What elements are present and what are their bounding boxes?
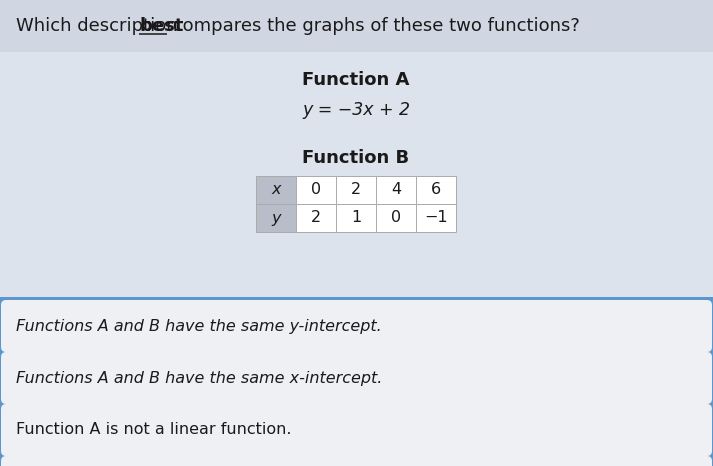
Text: 4: 4 (391, 183, 401, 198)
FancyBboxPatch shape (0, 0, 713, 52)
Text: Functions A and B have the same x-intercept.: Functions A and B have the same x-interc… (16, 370, 382, 385)
FancyBboxPatch shape (336, 204, 376, 232)
FancyBboxPatch shape (1, 456, 712, 466)
FancyBboxPatch shape (296, 176, 336, 204)
FancyBboxPatch shape (1, 300, 712, 352)
Text: best: best (139, 17, 184, 35)
FancyBboxPatch shape (1, 352, 712, 404)
FancyBboxPatch shape (416, 176, 456, 204)
Text: 2: 2 (351, 183, 361, 198)
FancyBboxPatch shape (256, 204, 296, 232)
FancyBboxPatch shape (376, 176, 416, 204)
Text: −1: −1 (424, 211, 448, 226)
FancyBboxPatch shape (416, 204, 456, 232)
Text: 0: 0 (391, 211, 401, 226)
Text: Function A is not a linear function.: Function A is not a linear function. (16, 423, 292, 438)
Text: Function A: Function A (302, 71, 410, 89)
Text: 1: 1 (351, 211, 361, 226)
FancyBboxPatch shape (376, 204, 416, 232)
FancyBboxPatch shape (336, 176, 376, 204)
FancyBboxPatch shape (256, 176, 296, 204)
Text: compares the graphs of these two functions?: compares the graphs of these two functio… (167, 17, 580, 35)
FancyBboxPatch shape (1, 404, 712, 456)
Text: y: y (271, 211, 281, 226)
Text: 2: 2 (311, 211, 321, 226)
Text: Function B: Function B (302, 149, 409, 167)
Text: x: x (271, 183, 281, 198)
FancyBboxPatch shape (296, 204, 336, 232)
Text: Functions A and B have the same y-intercept.: Functions A and B have the same y-interc… (16, 318, 381, 334)
Text: 0: 0 (311, 183, 321, 198)
Text: 6: 6 (431, 183, 441, 198)
Text: y = −3x + 2: y = −3x + 2 (302, 101, 410, 119)
FancyBboxPatch shape (0, 52, 713, 297)
Text: Which description: Which description (16, 17, 183, 35)
